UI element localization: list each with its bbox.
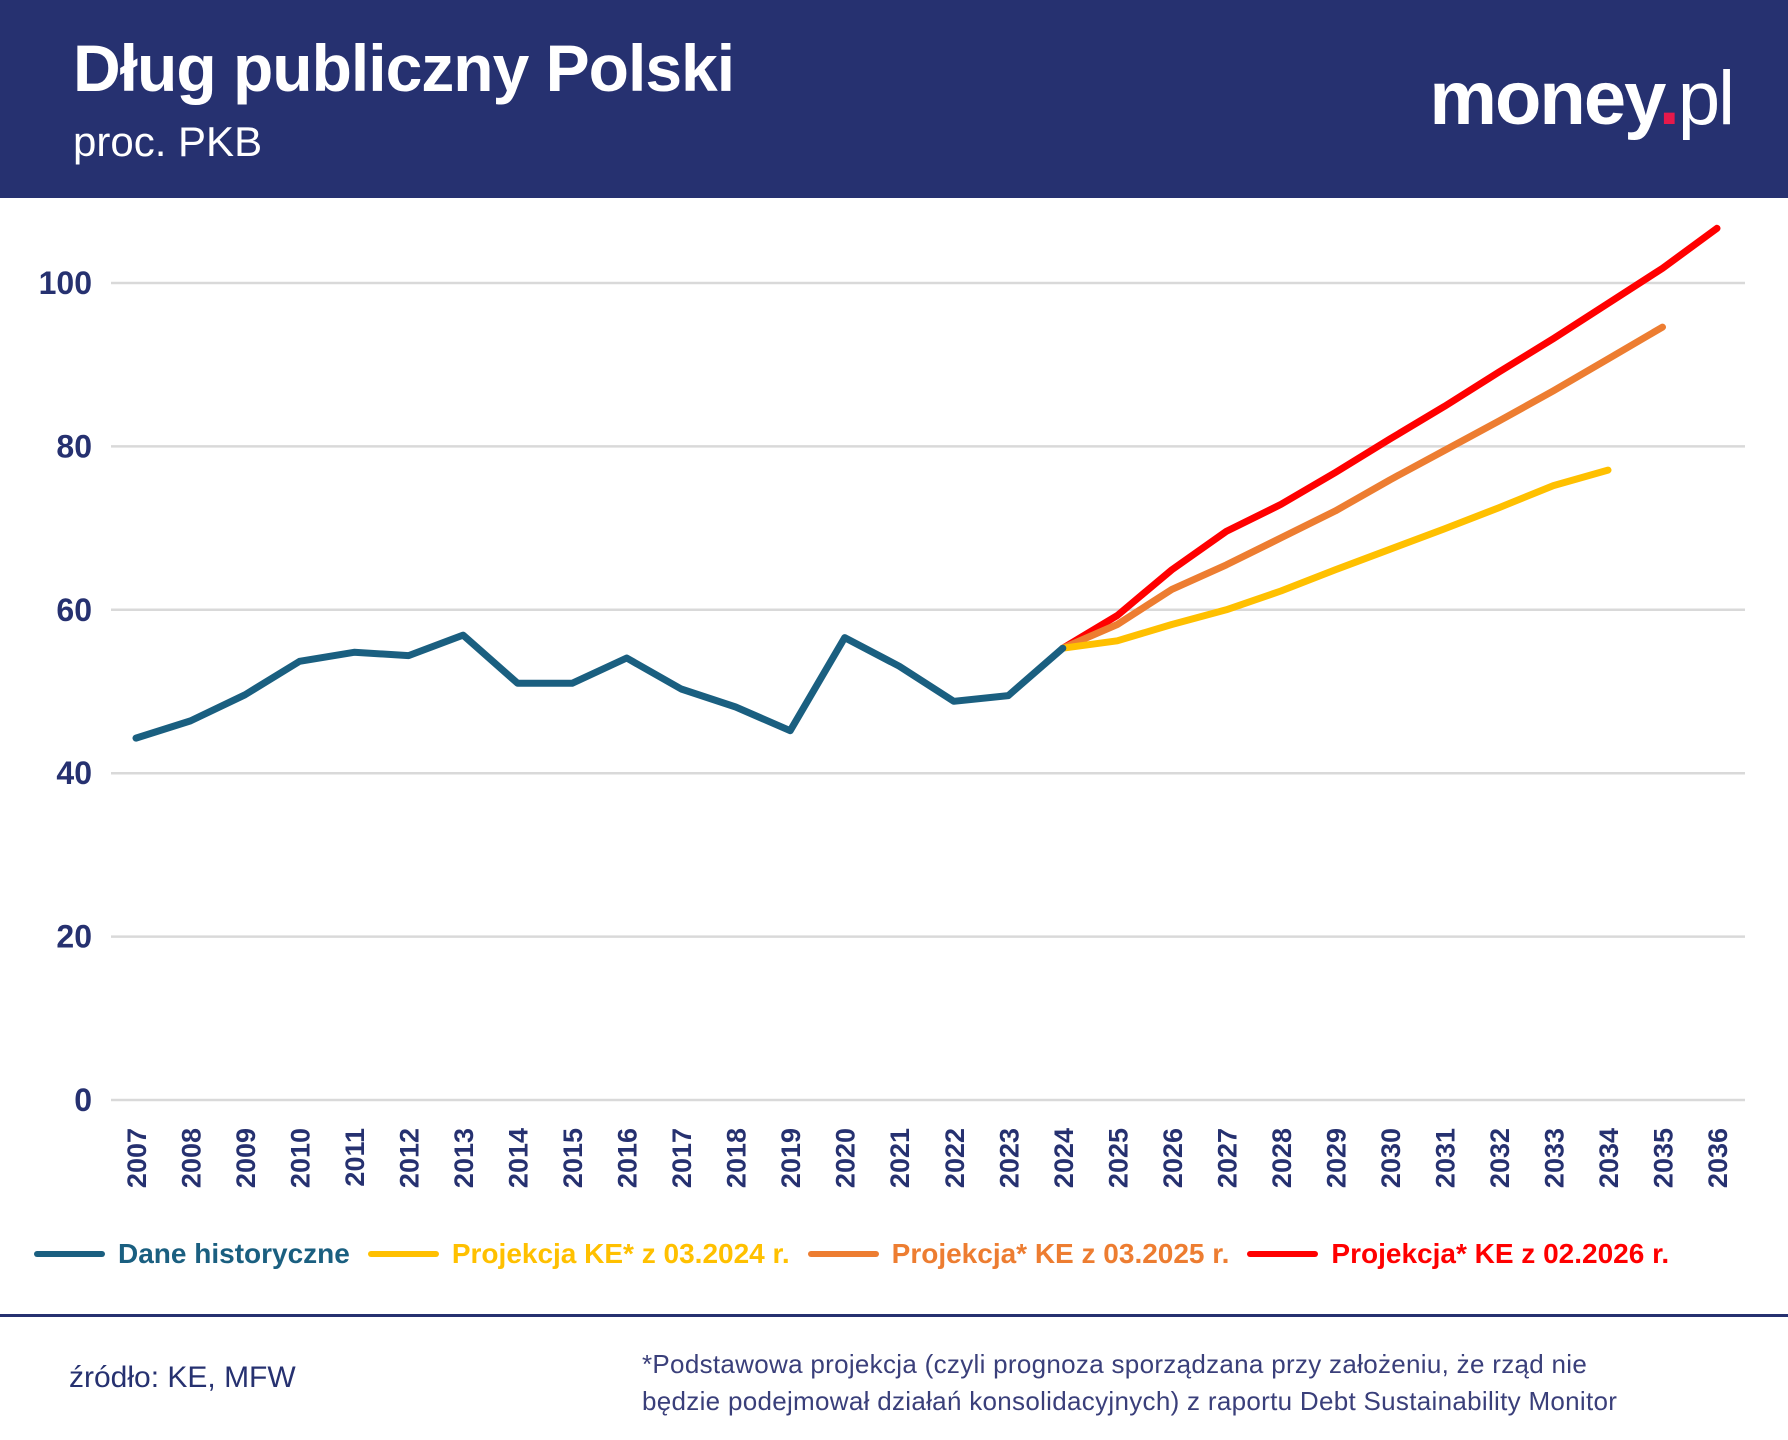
x-tick-label: 2024: [1049, 1128, 1079, 1188]
x-tick-label: 2031: [1430, 1128, 1460, 1188]
x-tick-label: 2020: [831, 1128, 861, 1188]
header: Dług publiczny Polski proc. PKB money.pl: [0, 0, 1788, 198]
y-tick-label: 60: [56, 592, 92, 628]
x-tick-label: 2017: [667, 1128, 697, 1188]
y-tick-label: 40: [56, 755, 92, 791]
legend-swatch: [34, 1251, 105, 1257]
x-tick-label: 2035: [1648, 1128, 1678, 1188]
x-tick-label: 2029: [1321, 1128, 1351, 1188]
legend-label: Projekcja* KE z 02.2026 r.: [1331, 1238, 1670, 1269]
x-tick-label: 2030: [1376, 1128, 1406, 1188]
legend: Dane historyczne Projekcja KE* z 03.2024 …: [34, 1238, 1687, 1270]
y-tick-label: 100: [39, 265, 92, 301]
x-tick-label: 2009: [231, 1128, 261, 1188]
legend-swatch: [1247, 1251, 1319, 1257]
x-tick-label: 2023: [994, 1128, 1024, 1188]
y-tick-label: 0: [74, 1082, 92, 1118]
series-line: [1059, 224, 1721, 652]
footnote: *Podstawowa projekcja (czyli prognoza sp…: [642, 1346, 1617, 1420]
series-line: [132, 631, 1067, 742]
legend-label: Projekcja* KE z 03.2025 r.: [891, 1238, 1230, 1269]
x-tick-label: 2026: [1158, 1128, 1188, 1188]
x-tick-label: 2036: [1703, 1128, 1733, 1188]
money-pl-logo: money.pl: [1429, 56, 1735, 141]
y-tick-label: 20: [56, 919, 92, 955]
x-tick-label: 2011: [340, 1128, 370, 1187]
y-tick-label: 80: [56, 428, 92, 464]
line-chart: 0 20 40 60 80 100 2007 2008 2009 2010 2011 2012 2013…: [39, 224, 1745, 1188]
x-tick-label: 2021: [885, 1128, 915, 1188]
footnote-line: *Podstawowa projekcja (czyli prognoza sp…: [642, 1349, 1588, 1379]
footnote-line: będzie podejmował działań konsolidacyjny…: [642, 1386, 1618, 1416]
x-tick-label: 2033: [1539, 1128, 1569, 1188]
x-tick-label: 2007: [122, 1128, 152, 1188]
x-tick-label: 2022: [940, 1128, 970, 1188]
legend-swatch: [807, 1251, 879, 1257]
legend-swatch: [367, 1251, 439, 1257]
legend-item: Dane historyczne: [34, 1238, 350, 1270]
x-tick-label: 2012: [395, 1128, 425, 1188]
x-tick-label: 2027: [1212, 1128, 1242, 1188]
source-note: źródło: KE, MFW: [69, 1361, 296, 1394]
x-tick-label: 2008: [177, 1128, 207, 1188]
legend-item: Projekcja* KE z 02.2026 r.: [1247, 1238, 1669, 1270]
x-tick-label: 2028: [1267, 1128, 1297, 1188]
divider: [0, 1314, 1788, 1317]
x-tick-label: 2032: [1485, 1128, 1515, 1188]
chart-subtitle: proc. PKB: [73, 118, 263, 165]
legend-item: Projekcja KE* z 03.2024 r.: [367, 1238, 790, 1270]
x-tick-label: 2014: [504, 1128, 534, 1188]
x-tick-label: 2018: [722, 1128, 752, 1188]
x-tick-label: 2010: [286, 1128, 316, 1188]
x-tick-label: 2025: [1103, 1128, 1133, 1188]
x-tick-label: 2015: [558, 1128, 588, 1188]
x-tick-label: 2034: [1594, 1128, 1624, 1188]
x-tick-label: 2013: [449, 1128, 479, 1188]
x-tick-label: 2016: [613, 1128, 643, 1188]
legend-label: Dane historyczne: [118, 1238, 350, 1269]
chart-title: Dług publiczny Polski: [73, 31, 735, 105]
legend-label: Projekcja KE* z 03.2024 r.: [451, 1238, 790, 1269]
legend-item: Projekcja* KE z 03.2025 r.: [807, 1238, 1230, 1270]
x-tick-label: 2019: [776, 1128, 806, 1188]
series-line: [1059, 466, 1612, 652]
series-line: [1059, 323, 1666, 652]
